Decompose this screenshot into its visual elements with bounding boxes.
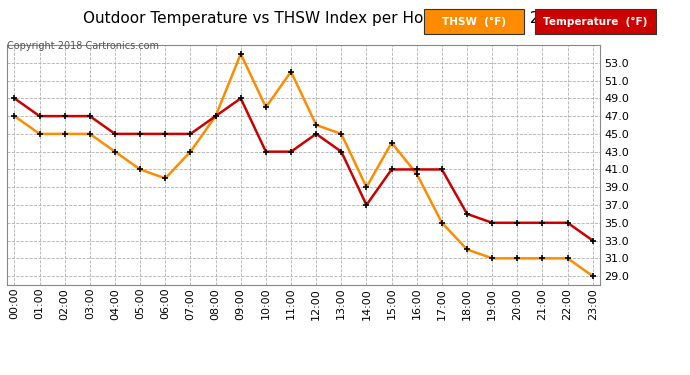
Text: Temperature  (°F): Temperature (°F) (543, 16, 647, 27)
Text: THSW  (°F): THSW (°F) (442, 16, 506, 27)
Text: Outdoor Temperature vs THSW Index per Hour (24 Hours) 20181020: Outdoor Temperature vs THSW Index per Ho… (83, 11, 607, 26)
Text: Copyright 2018 Cartronics.com: Copyright 2018 Cartronics.com (7, 41, 159, 51)
